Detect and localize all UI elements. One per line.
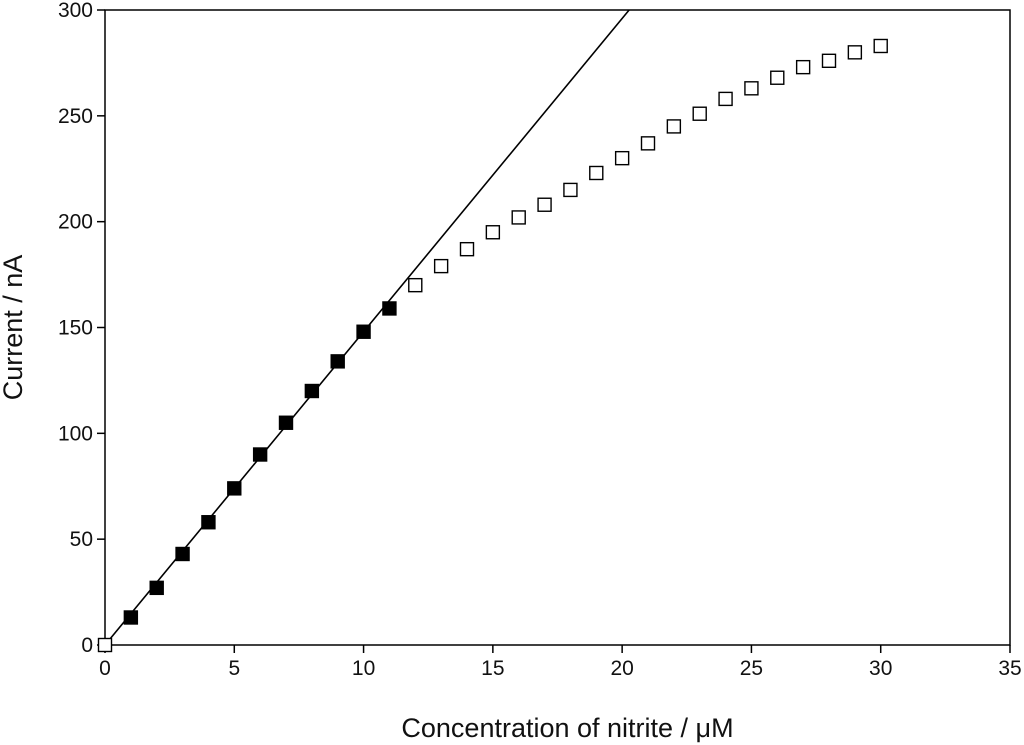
open-square-point [511, 210, 526, 225]
x-tick-label: 25 [740, 657, 763, 680]
open-square-point [614, 150, 630, 166]
open-square-point [821, 53, 837, 68]
y-tick-label: 50 [70, 528, 93, 551]
y-tick-label: 250 [58, 105, 93, 128]
open-square-point [537, 197, 552, 212]
open-square-point [795, 59, 811, 75]
x-tick-label: 5 [228, 657, 240, 680]
plot-area: 0 5 10 15 20 25 30 35 0 50 100 150 200 250 300 [58, 0, 1022, 680]
open-square-point [718, 91, 733, 107]
filled-square-point [382, 301, 397, 316]
filled-square-point [278, 415, 294, 430]
open-square-point [666, 119, 682, 134]
open-square-point [873, 38, 888, 54]
filled-square-point [227, 481, 242, 496]
y-tick-label: 0 [81, 634, 93, 657]
filled-square-point [123, 610, 139, 625]
plot-frame [104, 9, 1011, 646]
filled-square-point [149, 580, 164, 596]
open-square-point [433, 258, 449, 274]
filled-square-point [356, 324, 371, 339]
open-square-point [640, 136, 656, 151]
open-square-point [847, 45, 863, 60]
open-square-point [589, 165, 604, 181]
open-square-point [408, 277, 423, 293]
open-square-point [563, 182, 578, 198]
filled-square-point [330, 354, 345, 369]
x-tick-label: 35 [998, 657, 1021, 680]
filled-square-point [175, 546, 190, 562]
x-tick-label: 0 [99, 657, 111, 680]
y-tick-label: 200 [58, 211, 93, 234]
filled-square-point [252, 447, 268, 462]
open-square-point [485, 225, 501, 240]
filled-square-point [304, 383, 320, 399]
x-tick-label: 10 [352, 657, 375, 680]
y-axis-title: Current / nA [0, 255, 28, 401]
filled-square-point [201, 515, 216, 530]
y-tick-label: 300 [58, 0, 93, 22]
open-square-point [770, 70, 785, 85]
y-tick-label: 100 [58, 422, 93, 445]
open-square-point [97, 637, 113, 653]
open-square-point [459, 241, 475, 257]
y-tick-label: 150 [58, 317, 93, 340]
x-axis-title: Concentration of nitrite / μM [401, 713, 733, 743]
open-square-point [744, 81, 759, 96]
open-square-point [692, 106, 707, 121]
x-tick-label: 20 [610, 657, 633, 680]
x-tick-label: 15 [481, 657, 504, 680]
x-tick-label: 30 [869, 657, 892, 680]
